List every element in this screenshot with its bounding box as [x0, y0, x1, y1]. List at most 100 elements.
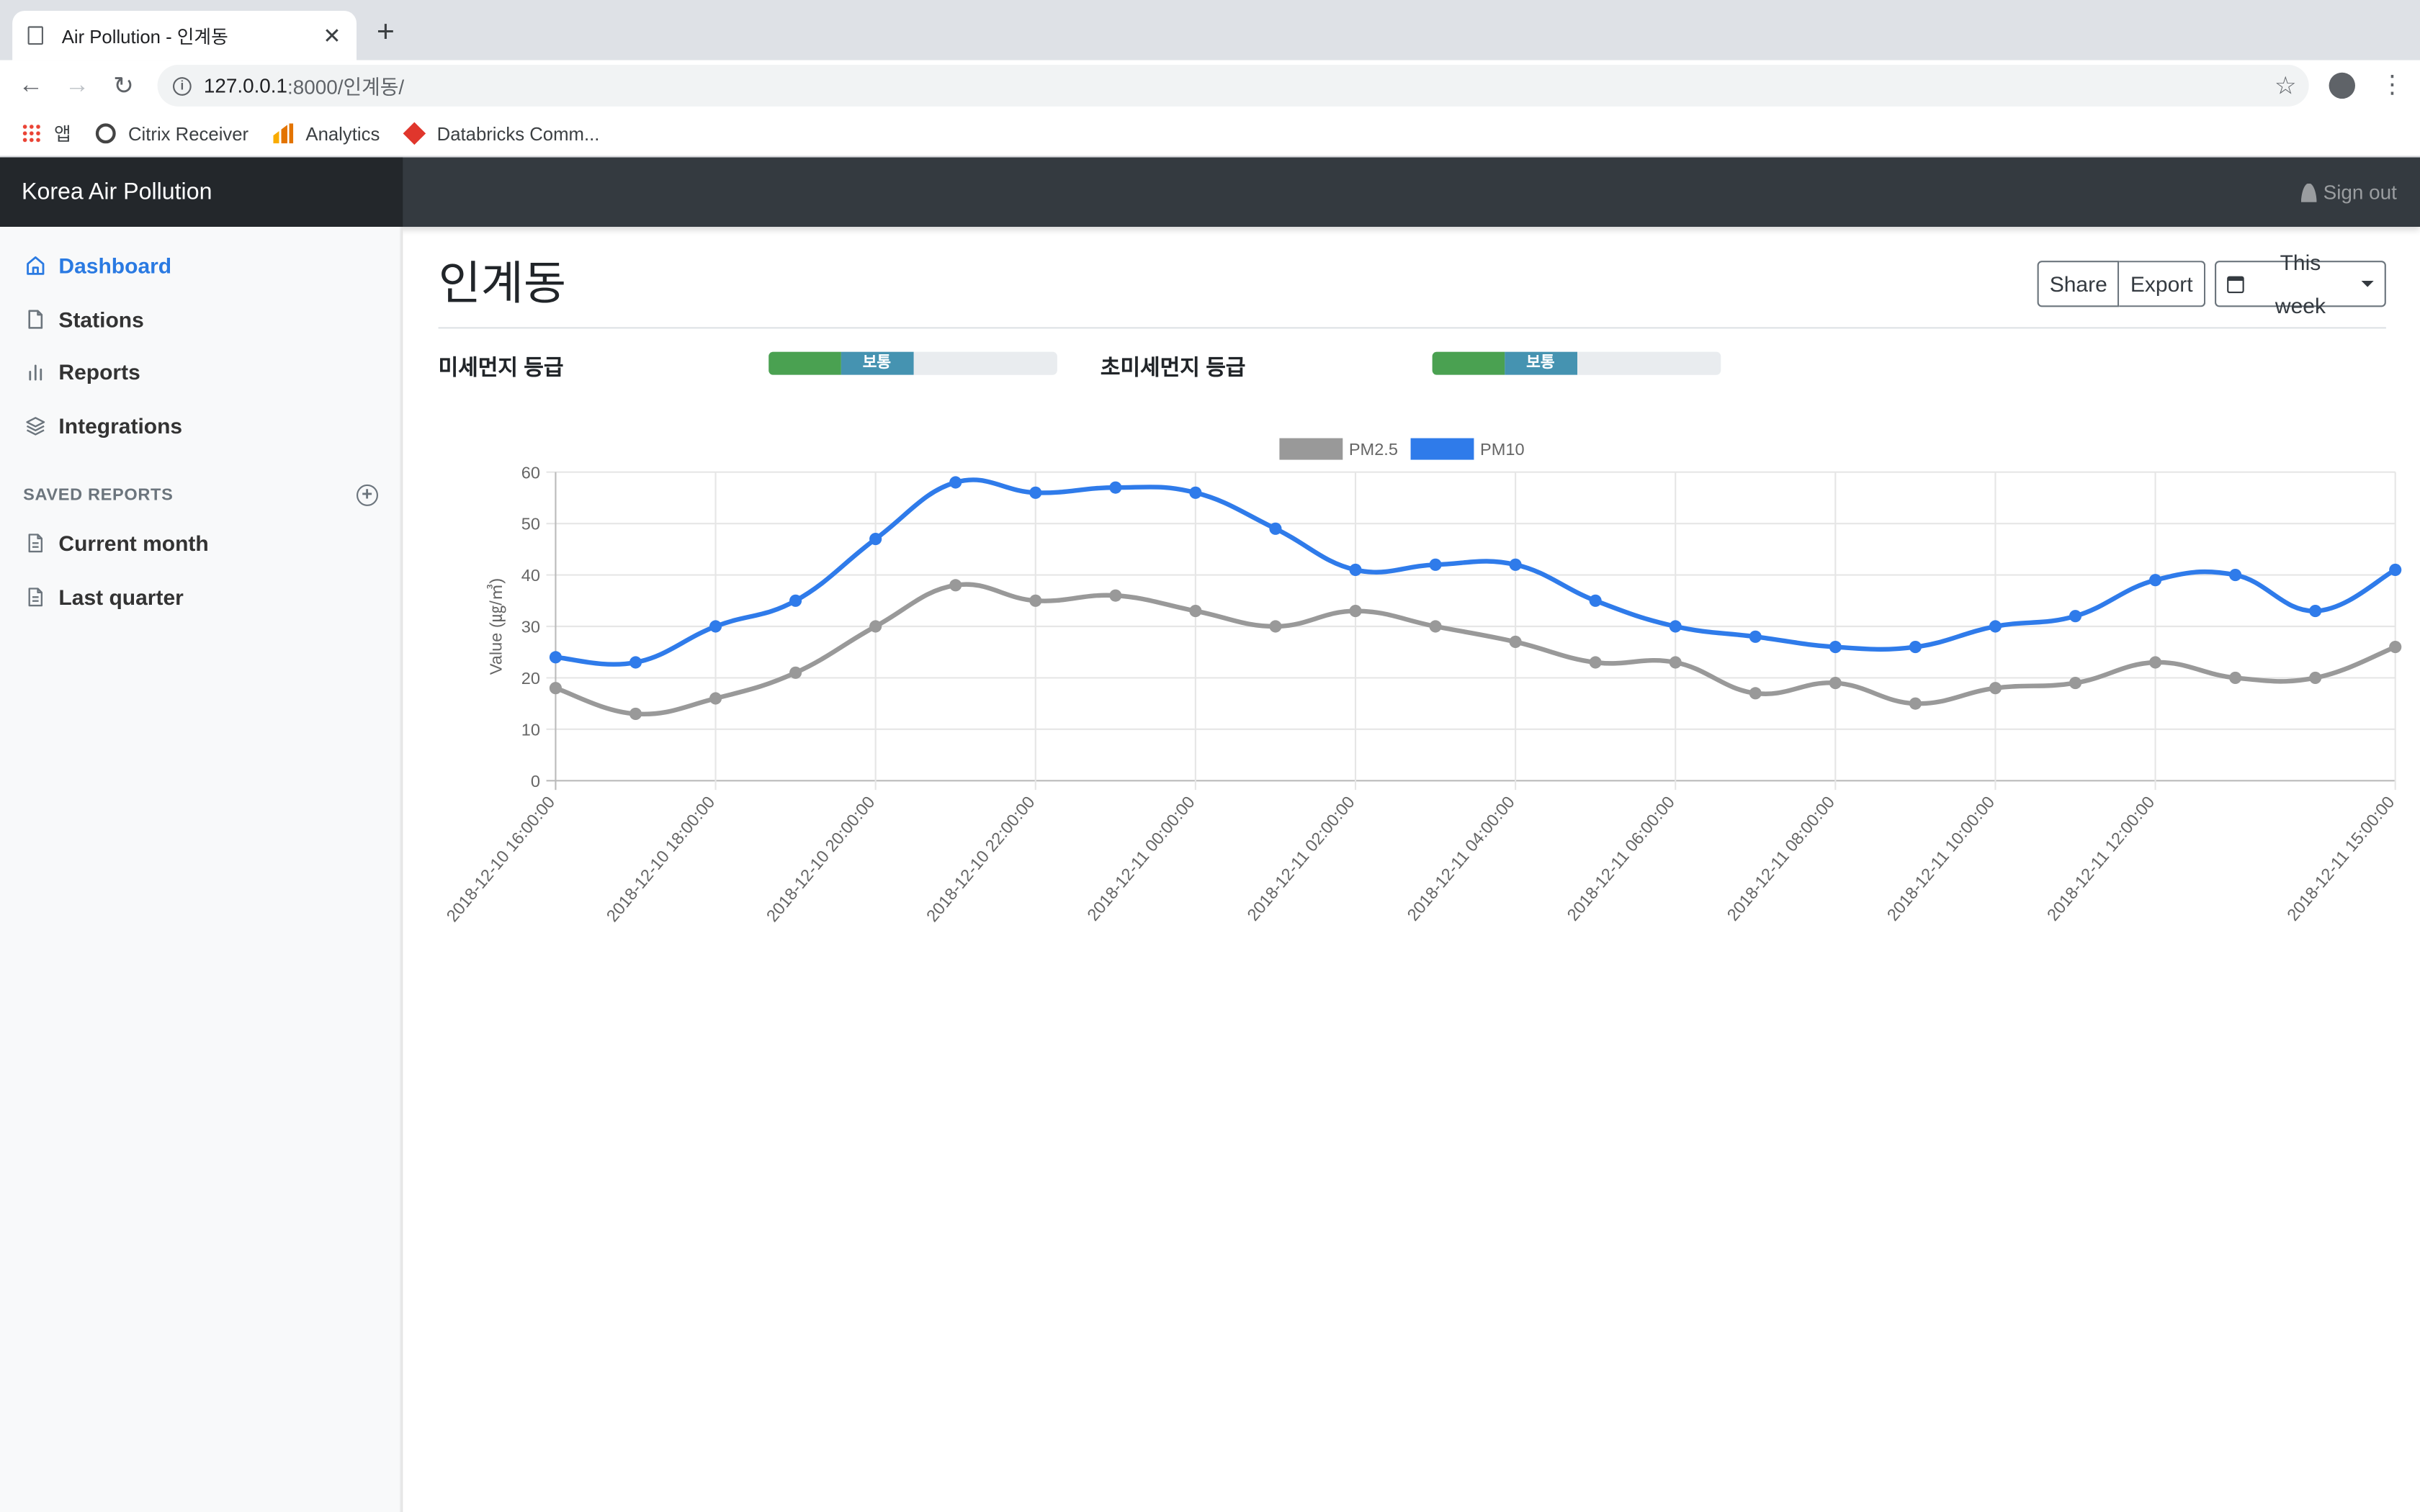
- data-point-pm25: [1509, 635, 1522, 648]
- data-point-pm25: [2309, 671, 2322, 684]
- user-icon: [2301, 182, 2318, 202]
- data-point-pm25: [1349, 605, 1362, 618]
- x-tick-label: 2018-12-10 16:00:00: [443, 793, 559, 925]
- data-point-pm10: [1189, 486, 1202, 499]
- bookmark-apps[interactable]: 앱: [22, 120, 71, 146]
- y-tick-label: 50: [521, 515, 540, 534]
- y-tick-label: 10: [521, 720, 540, 739]
- share-button[interactable]: Share: [2037, 261, 2120, 307]
- sidebar: Dashboard Stations Reports Integrations …: [0, 227, 403, 1512]
- grade-good-segment: [768, 351, 841, 375]
- data-point-pm25: [1589, 656, 1602, 669]
- legend-swatch-pm25: [1279, 438, 1343, 460]
- bookmarks-bar: 앱 Citrix Receiver Analytics Databricks C…: [0, 111, 2420, 158]
- data-point-pm10: [869, 533, 882, 546]
- file-text-icon: [28, 534, 43, 553]
- data-point-pm10: [709, 620, 722, 633]
- close-tab-icon[interactable]: ✕: [323, 22, 341, 48]
- bookmark-databricks[interactable]: Databricks Comm...: [403, 122, 599, 145]
- apps-grid-icon: [22, 123, 42, 144]
- pm25-grade-bar: 보통: [1432, 351, 1721, 375]
- data-point-pm25: [1989, 682, 2002, 695]
- divider: [438, 327, 2386, 329]
- data-point-pm25: [1429, 620, 1442, 633]
- sidebar-item-label: Dashboard: [58, 253, 172, 279]
- saved-report-label: Current month: [58, 531, 209, 556]
- bar-chart-icon: [29, 364, 42, 382]
- data-point-pm25: [869, 620, 882, 633]
- sidebar-item-dashboard[interactable]: Dashboard: [0, 239, 401, 292]
- data-point-pm10: [1589, 594, 1602, 607]
- y-tick-label: 60: [521, 463, 540, 482]
- profile-avatar-icon[interactable]: [2329, 72, 2355, 99]
- share-export-group: Share Export: [2037, 261, 2205, 307]
- data-point-pm10: [1749, 630, 1762, 643]
- brand-title[interactable]: Korea Air Pollution: [0, 157, 403, 227]
- sidebar-item-integrations[interactable]: Integrations: [0, 399, 401, 452]
- series-line-pm10: [555, 477, 2397, 667]
- add-report-icon[interactable]: +: [356, 484, 378, 506]
- bookmark-star-icon[interactable]: ☆: [2274, 73, 2297, 101]
- bookmark-citrix[interactable]: Citrix Receiver: [95, 122, 248, 144]
- data-point-pm25: [2389, 641, 2402, 654]
- browser-tab[interactable]: Air Pollution - 인계동 ✕: [12, 11, 357, 60]
- legend-label-pm10: PM10: [1480, 440, 1525, 459]
- x-tick-label: 2018-12-10 20:00:00: [763, 793, 879, 925]
- x-tick-label: 2018-12-11 10:00:00: [1883, 793, 1998, 924]
- legend-swatch-pm10: [1410, 438, 1474, 460]
- date-range-label: This week: [2275, 250, 2326, 318]
- data-point-pm10: [1909, 641, 1922, 654]
- sidebar-item-label: Reports: [58, 359, 140, 385]
- data-point-pm10: [1669, 620, 1682, 633]
- x-tick-label: 2018-12-11 06:00:00: [1564, 793, 1678, 924]
- x-tick-label: 2018-12-10 22:00:00: [923, 793, 1039, 925]
- sidebar-item-reports[interactable]: Reports: [0, 346, 401, 399]
- pm25-grade-value: 보통: [1504, 351, 1577, 375]
- sign-out-link[interactable]: Sign out: [2301, 181, 2397, 204]
- data-point-pm10: [1509, 558, 1522, 571]
- pm10-grade-label: 미세먼지 등급: [438, 354, 564, 380]
- data-point-pm25: [629, 707, 642, 720]
- url-path: :8000/인계동/: [287, 76, 405, 99]
- x-tick-label: 2018-12-10 18:00:00: [603, 793, 719, 925]
- data-point-pm10: [949, 476, 962, 489]
- data-point-pm10: [1429, 558, 1442, 571]
- saved-report-current-month[interactable]: Current month: [0, 517, 401, 570]
- data-point-pm10: [2148, 574, 2162, 587]
- back-arrow-icon[interactable]: ←: [18, 71, 43, 99]
- browser-menu-icon[interactable]: ⋮: [2380, 72, 2405, 99]
- export-button[interactable]: Export: [2119, 261, 2205, 307]
- data-point-pm25: [1189, 605, 1202, 618]
- data-point-pm10: [1109, 481, 1122, 494]
- url-host: 127.0.0.1: [203, 73, 288, 97]
- x-tick-label: 2018-12-11 12:00:00: [2043, 793, 2158, 924]
- data-point-pm10: [2069, 610, 2082, 623]
- data-point-pm10: [1029, 486, 1042, 499]
- x-tick-label: 2018-12-11 02:00:00: [1243, 793, 1358, 924]
- data-point-pm10: [1349, 563, 1362, 576]
- file-icon: [28, 309, 43, 329]
- data-point-pm10: [1989, 620, 2002, 633]
- citrix-icon: [95, 123, 116, 144]
- x-tick-label: 2018-12-11 04:00:00: [1403, 793, 1518, 924]
- info-icon[interactable]: i: [173, 76, 192, 95]
- saved-report-label: Last quarter: [58, 584, 184, 609]
- calendar-icon: [2227, 275, 2244, 293]
- bookmark-analytics[interactable]: Analytics: [273, 122, 380, 144]
- sidebar-item-stations[interactable]: Stations: [0, 292, 401, 346]
- data-point-pm25: [1109, 589, 1122, 602]
- data-point-pm10: [2309, 605, 2322, 618]
- data-point-pm10: [1269, 522, 1282, 535]
- address-bar[interactable]: i 127.0.0.1:8000/인계동/ ☆: [157, 65, 2309, 107]
- data-point-pm10: [789, 594, 802, 607]
- y-tick-label: 20: [521, 669, 540, 688]
- saved-report-last-quarter[interactable]: Last quarter: [0, 570, 401, 624]
- date-range-dropdown[interactable]: This week: [2215, 250, 2386, 318]
- reload-icon[interactable]: ↻: [113, 73, 134, 100]
- forward-arrow-icon[interactable]: →: [65, 71, 90, 99]
- x-tick-label: 2018-12-11 00:00:00: [1083, 793, 1198, 924]
- data-point-pm10: [1829, 641, 1842, 654]
- data-point-pm25: [1269, 620, 1282, 633]
- new-tab-button[interactable]: +: [376, 15, 395, 50]
